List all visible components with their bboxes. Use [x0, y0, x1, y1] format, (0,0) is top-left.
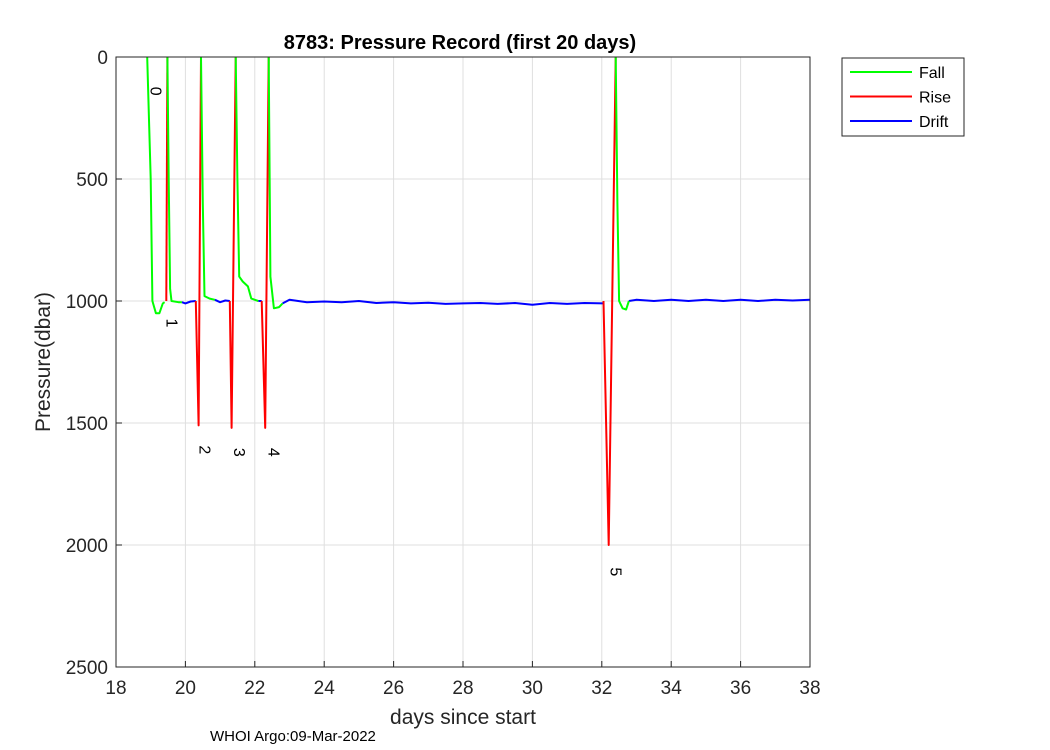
x-tick-labels: 18 20 22 24 26 28 30 32 34 36 38: [105, 678, 820, 699]
rise-line: [194, 57, 202, 427]
annotations: 0 1 2 3 4 5: [147, 87, 624, 577]
legend-label-drift: Drift: [919, 114, 949, 131]
rise-line: [602, 57, 617, 546]
x-tick-label: 26: [383, 678, 404, 699]
fall-line: [200, 57, 216, 301]
y-tick-label: 2500: [66, 658, 108, 679]
cycle-label: 3: [230, 448, 247, 457]
x-tick-label: 22: [244, 678, 265, 699]
y-tick-label: 500: [76, 170, 108, 191]
cycle-label: 1: [162, 319, 179, 328]
x-tick-label: 36: [730, 678, 751, 699]
cycle-label: 5: [607, 567, 624, 576]
legend-label-rise: Rise: [919, 90, 951, 107]
fall-line: [614, 57, 630, 311]
rise-line: [260, 57, 270, 429]
chart-title: 8783: Pressure Record (first 20 days): [284, 32, 636, 54]
x-tick-label: 34: [661, 678, 683, 699]
y-tick-label: 1500: [66, 414, 108, 435]
fall-line: [166, 57, 182, 304]
x-tick-label: 38: [799, 678, 820, 699]
plot-area: 0 1 2 3 4 5: [115, 56, 811, 668]
series-drift: [181, 298, 810, 306]
fall-line: [267, 57, 284, 310]
y-axis-label: Pressure(dbar): [32, 292, 55, 432]
footer-credit: WHOI Argo:09-Mar-2022: [210, 728, 376, 745]
fall-line: [146, 57, 166, 315]
rise-line: [228, 57, 237, 429]
legend-label-fall: Fall: [919, 65, 945, 82]
cycle-label: 2: [195, 445, 212, 454]
x-tick-label: 28: [452, 678, 473, 699]
y-tick-label: 0: [97, 48, 108, 69]
drift-line: [628, 298, 810, 302]
drift-line: [282, 298, 604, 306]
legend: Fall Rise Drift: [841, 57, 965, 137]
drift-line: [214, 298, 230, 304]
x-axis-label: days since start: [390, 706, 536, 729]
cycle-label: 0: [147, 87, 164, 96]
drift-line: [181, 300, 196, 305]
fall-line: [234, 57, 259, 302]
y-tick-labels: 0 500 1000 1500 2000 2500: [66, 48, 108, 679]
y-tick-label: 2000: [66, 536, 108, 557]
cycle-label: 4: [265, 448, 282, 457]
x-tick-label: 32: [591, 678, 612, 699]
x-tick-label: 24: [314, 678, 336, 699]
y-tick-label: 1000: [66, 292, 108, 313]
x-tick-label: 18: [105, 678, 126, 699]
x-tick-label: 30: [522, 678, 543, 699]
plot-frame: [115, 56, 811, 668]
x-tick-label: 20: [175, 678, 196, 699]
series-fall: [146, 57, 630, 315]
series-layer: [146, 57, 810, 546]
